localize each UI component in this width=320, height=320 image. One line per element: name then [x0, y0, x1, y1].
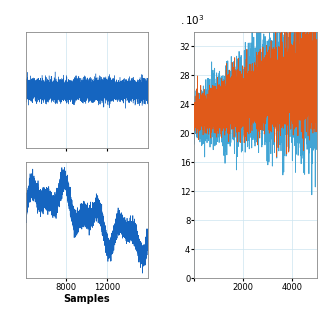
X-axis label: Samples: Samples [63, 294, 110, 304]
Text: $.10^3$: $.10^3$ [180, 13, 204, 27]
